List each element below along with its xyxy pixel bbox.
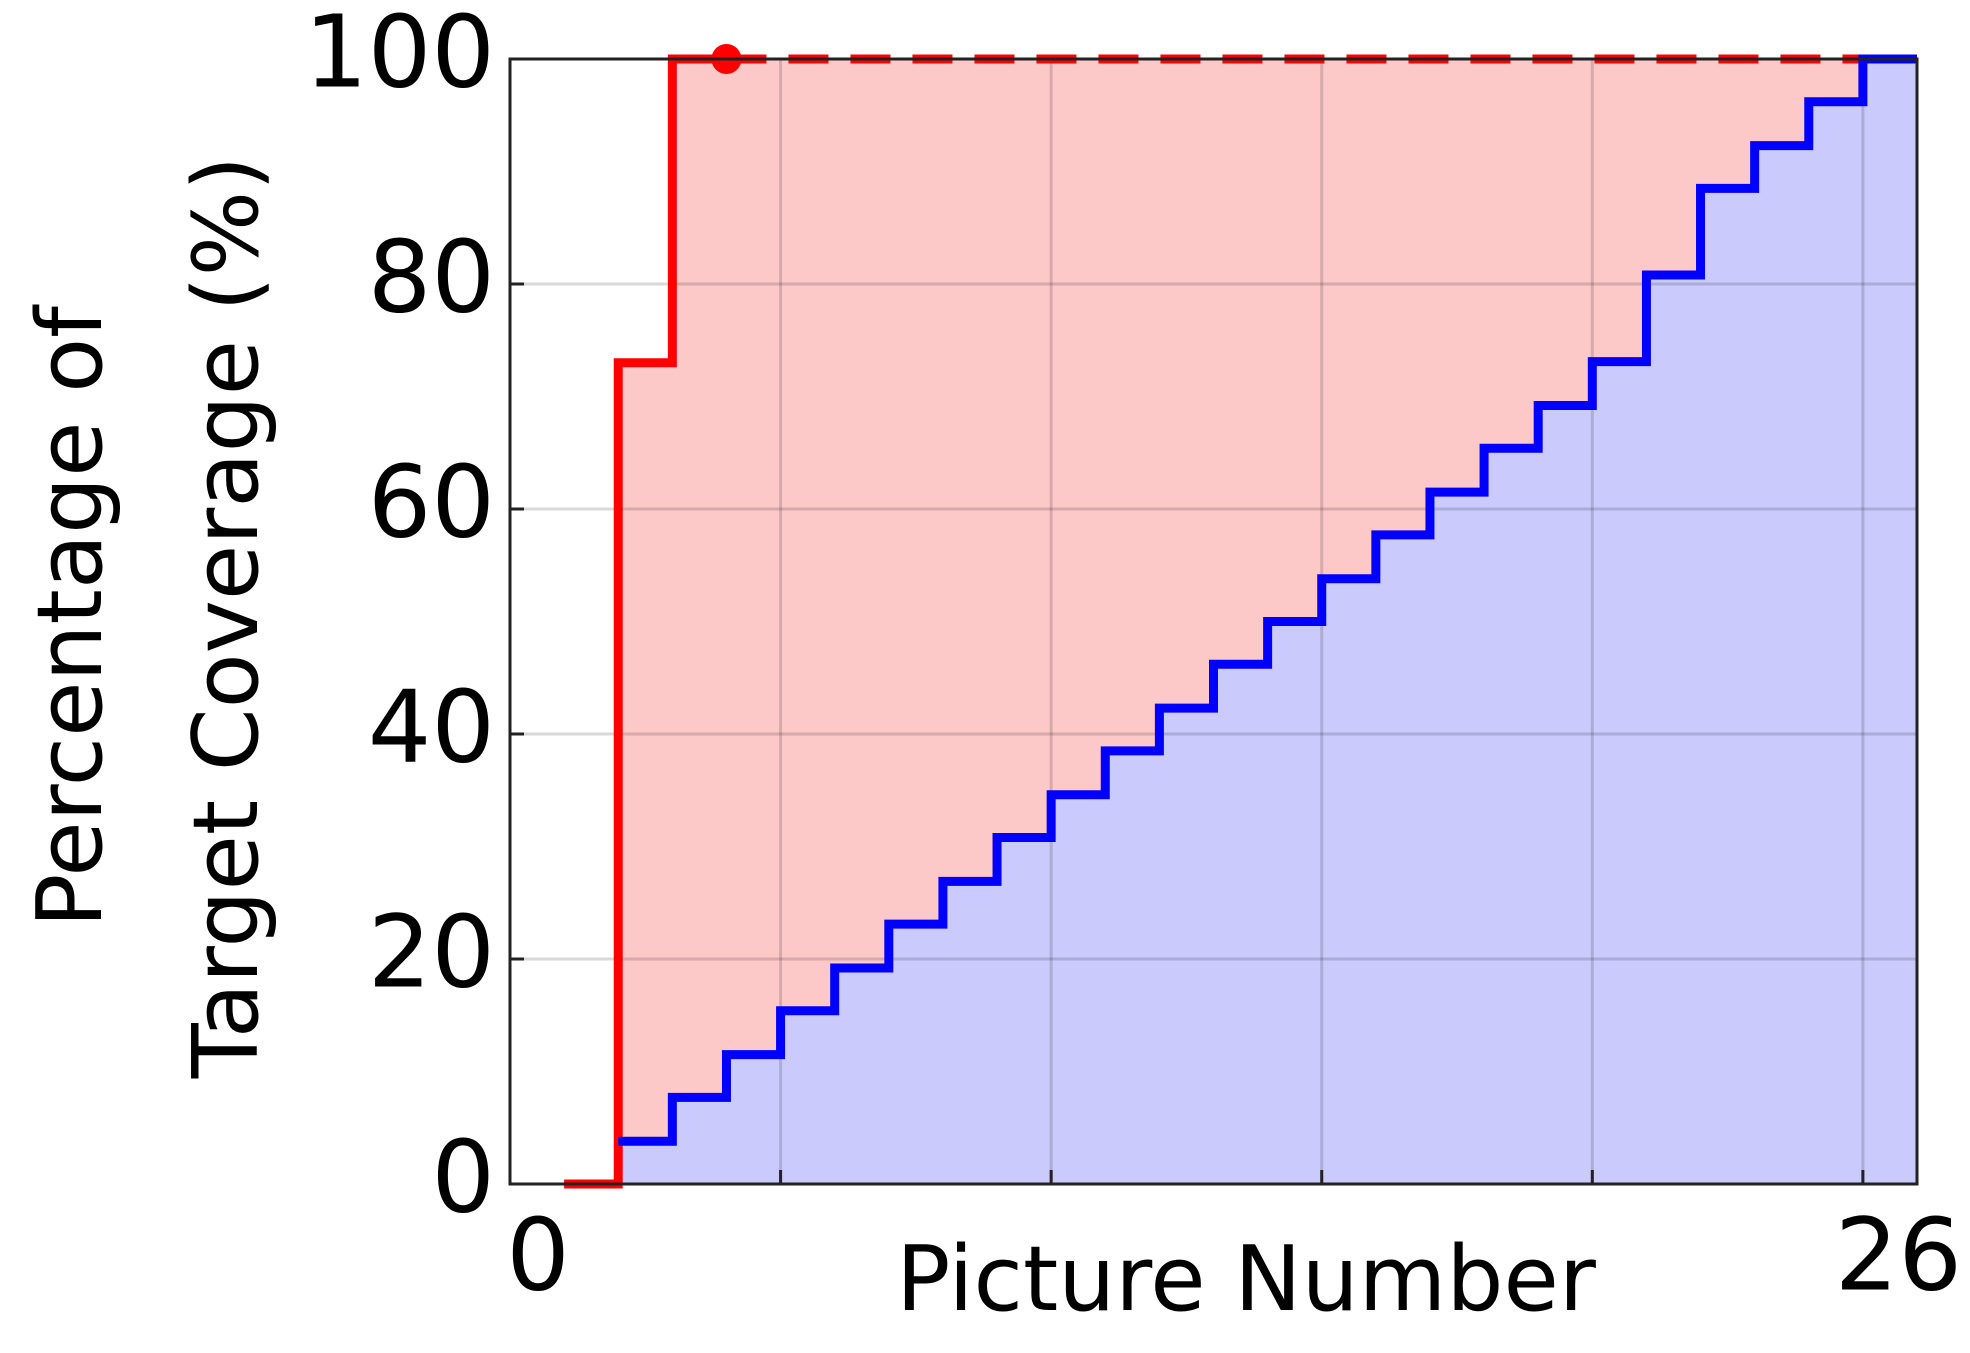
plot-frame bbox=[508, 57, 1919, 1186]
y-axis-label: Target Coverage (%) bbox=[174, 156, 279, 1080]
x-tick-label: 0 bbox=[506, 1196, 570, 1313]
y-tick-label: 0 bbox=[431, 1118, 495, 1235]
y-tick-label: 80 bbox=[368, 218, 495, 335]
x-axis-label: Picture Number bbox=[896, 1227, 1596, 1332]
y-axis-label: Percentage of bbox=[18, 304, 123, 928]
y-tick-label: 60 bbox=[368, 443, 495, 560]
step-line bbox=[618, 54, 1917, 1146]
y-tick-label: 20 bbox=[368, 893, 495, 1010]
y-tick-label: 100 bbox=[304, 0, 495, 110]
x-tick-label: 26 bbox=[1835, 1196, 1962, 1313]
y-tick-label: 40 bbox=[368, 668, 495, 785]
